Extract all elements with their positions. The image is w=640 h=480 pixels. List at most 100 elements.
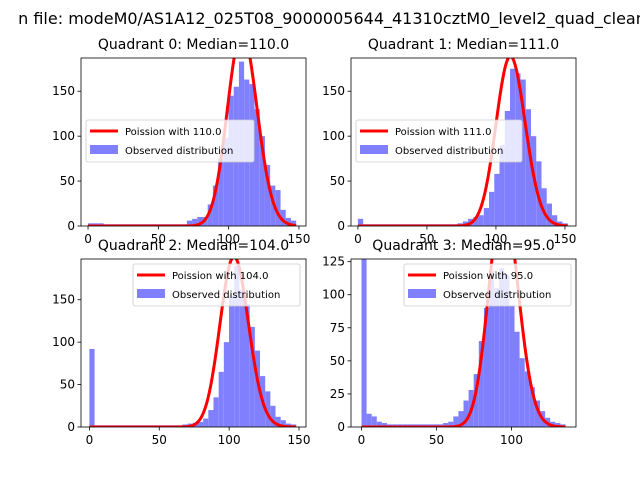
y-tick-label: 100 bbox=[52, 335, 75, 349]
legend-label-poisson: Poission with 95.0 bbox=[443, 271, 533, 282]
y-tick-label: 125 bbox=[322, 255, 345, 269]
y-tick-label: 0 bbox=[67, 219, 75, 233]
histogram-bar bbox=[499, 268, 505, 427]
y-tick-label: 50 bbox=[60, 174, 75, 188]
histogram-bar bbox=[254, 350, 261, 427]
legend-patch-swatch bbox=[90, 145, 118, 154]
histogram-bar bbox=[197, 217, 203, 226]
y-tick-label: 0 bbox=[337, 219, 345, 233]
histogram-bar bbox=[280, 420, 286, 427]
histogram-bar bbox=[186, 220, 193, 226]
histogram-panel-3: Quadrant 3: Median=95.0 0 50 100 0 25 50 75 100 1… bbox=[322, 238, 577, 447]
x-tick-label: 0 bbox=[84, 232, 92, 246]
x-tick-label: 100 bbox=[218, 433, 241, 447]
legend-patch-swatch bbox=[360, 145, 388, 154]
histogram-bar bbox=[448, 421, 454, 427]
legend-frame bbox=[132, 263, 301, 307]
x-tick-label: 0 bbox=[358, 433, 366, 447]
y-tick-label: 0 bbox=[337, 420, 345, 434]
x-tick-label: 150 bbox=[288, 433, 311, 447]
panel-title: Quadrant 2: Median=104.0 bbox=[98, 238, 289, 254]
histogram-bar bbox=[244, 303, 250, 427]
y-tick-label: 100 bbox=[322, 129, 345, 143]
legend: Poission with 111.0 Observed distribution bbox=[355, 119, 523, 163]
axes-frame bbox=[80, 57, 307, 227]
x-tick-label: 50 bbox=[152, 433, 167, 447]
y-tick-label: 150 bbox=[52, 293, 75, 307]
x-tick-label: 50 bbox=[429, 433, 444, 447]
histogram-bar bbox=[520, 79, 526, 226]
histogram-bar bbox=[249, 326, 255, 427]
histogram-bar bbox=[218, 158, 224, 226]
histogram-bar bbox=[285, 217, 291, 226]
legend-label-observed: Observed distribution bbox=[172, 290, 280, 301]
legend-label-observed: Observed distribution bbox=[395, 146, 503, 157]
legend-label-observed: Observed distribution bbox=[125, 146, 233, 157]
histogram-bar bbox=[504, 274, 510, 427]
legend: Poission with 104.0 Observed distribution bbox=[132, 263, 301, 307]
axes-frame bbox=[350, 258, 577, 428]
y-tick-label: 100 bbox=[52, 129, 75, 143]
histogram-bar bbox=[489, 270, 495, 427]
y-tick-label: 25 bbox=[330, 387, 345, 401]
histogram-bar bbox=[483, 208, 490, 226]
y-tick-label: 150 bbox=[52, 84, 75, 98]
histogram-bar bbox=[254, 109, 260, 226]
x-tick-label: 100 bbox=[500, 433, 523, 447]
histogram-bar bbox=[546, 203, 552, 226]
histogram-bar bbox=[463, 400, 469, 427]
x-tick-label: 50 bbox=[151, 232, 166, 246]
legend-frame bbox=[355, 119, 523, 163]
histogram-bar bbox=[494, 288, 500, 427]
y-tick-label: 100 bbox=[322, 288, 345, 302]
panel-title: Quadrant 1: Median=111.0 bbox=[368, 37, 559, 53]
legend: Poission with 110.0 Observed distribution bbox=[85, 119, 255, 163]
histogram-bar bbox=[270, 405, 276, 427]
histogram-bar bbox=[555, 423, 561, 427]
legend-frame bbox=[85, 119, 255, 163]
histogram-bar bbox=[89, 348, 95, 427]
histogram-bar bbox=[280, 209, 286, 226]
legend-patch-swatch bbox=[137, 289, 165, 298]
histogram-bar bbox=[525, 109, 531, 226]
histogram-bar bbox=[213, 397, 219, 427]
axes-frame bbox=[350, 57, 577, 227]
y-tick-label: 50 bbox=[60, 378, 75, 392]
histogram-panel-1: Quadrant 1: Median=111.0 0 50 100 150 0 50 100 1… bbox=[322, 37, 576, 246]
histogram-bar bbox=[381, 423, 387, 427]
histogram-bar bbox=[499, 145, 505, 226]
histogram-bar bbox=[228, 295, 235, 427]
histogram-bar bbox=[208, 410, 214, 427]
poisson-curve bbox=[89, 259, 297, 427]
y-tick-label: 150 bbox=[322, 84, 345, 98]
panel-title: Quadrant 0: Median=110.0 bbox=[98, 37, 289, 53]
histogram-bar bbox=[234, 265, 240, 427]
legend-label-observed: Observed distribution bbox=[443, 290, 551, 301]
legend-patch-swatch bbox=[408, 289, 436, 298]
histogram-bar bbox=[218, 371, 224, 427]
histogram-bar bbox=[453, 416, 459, 427]
histogram-bar bbox=[376, 421, 382, 427]
y-tick-label: 50 bbox=[330, 174, 345, 188]
histogram-bar bbox=[443, 423, 449, 427]
histogram-panel-0: Quadrant 0: Median=110.0 0 50 100 150 0 50 100 1… bbox=[52, 37, 310, 246]
y-tick-label: 50 bbox=[330, 354, 345, 368]
poisson-curve bbox=[361, 259, 566, 427]
histogram-bar bbox=[270, 185, 276, 226]
histogram-bar bbox=[366, 413, 372, 427]
panel-title: Quadrant 3: Median=95.0 bbox=[372, 238, 554, 254]
histogram-panel-2: Quadrant 2: Median=104.0 0 50 100 150 0 50 100 1… bbox=[52, 238, 310, 447]
histogram-bar bbox=[203, 418, 209, 427]
histogram-bar bbox=[275, 416, 281, 427]
y-tick-label: 75 bbox=[330, 321, 345, 335]
x-tick-label: 100 bbox=[484, 232, 507, 246]
y-tick-label: 0 bbox=[67, 420, 75, 434]
histogram-bar bbox=[259, 136, 265, 226]
legend-frame bbox=[403, 263, 572, 307]
histogram-bar bbox=[551, 215, 558, 226]
histogram-bar bbox=[357, 218, 364, 226]
legend: Poission with 95.0 Observed distribution bbox=[403, 263, 572, 307]
histogram-bar bbox=[519, 358, 525, 427]
legend-label-poisson: Poission with 110.0 bbox=[125, 127, 221, 138]
legend-label-poisson: Poission with 111.0 bbox=[395, 127, 491, 138]
